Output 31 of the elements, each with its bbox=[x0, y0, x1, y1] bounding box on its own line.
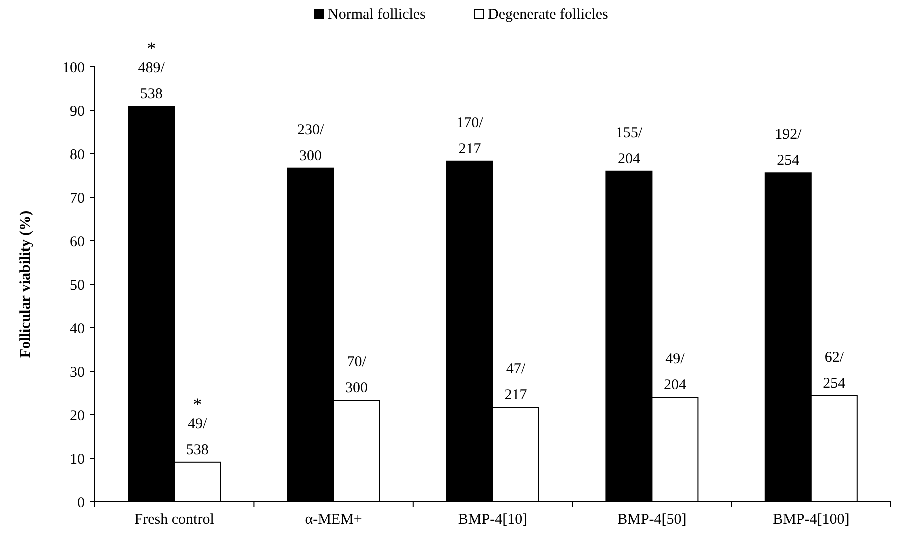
x-tick-label: α-MEM+ bbox=[305, 512, 362, 528]
y-axis-title: Follicular viability (%) bbox=[18, 210, 34, 358]
y-tick-label: 30 bbox=[70, 364, 85, 381]
y-tick-label: 70 bbox=[70, 190, 85, 207]
x-tick-label: BMP-4[100] bbox=[773, 512, 850, 528]
data-label: 49/204 bbox=[664, 352, 687, 394]
data-label: 230/300 bbox=[297, 122, 325, 164]
data-label: 62/254 bbox=[823, 350, 846, 392]
y-tick-label: 20 bbox=[70, 408, 85, 424]
y-tick-label: 0 bbox=[78, 495, 85, 512]
data-label: 155/204 bbox=[616, 125, 644, 168]
data-label: 170/217 bbox=[456, 115, 484, 158]
y-tick-label: 50 bbox=[70, 278, 85, 294]
y-tick-label: 90 bbox=[70, 104, 85, 120]
y-tick-label: 60 bbox=[70, 234, 85, 250]
annotation: * bbox=[147, 38, 156, 59]
annotation: * bbox=[193, 394, 202, 414]
data-label: 70/300 bbox=[346, 354, 368, 397]
data-label: 47/217 bbox=[504, 362, 528, 404]
x-tick-label: BMP-4[10] bbox=[458, 512, 528, 528]
data-label: 489/538 bbox=[138, 60, 166, 103]
y-tick-label: 100 bbox=[62, 60, 85, 76]
y-tick-label: 80 bbox=[70, 147, 85, 164]
x-tick-label: BMP-4[50] bbox=[618, 512, 687, 528]
data-label: 192/254 bbox=[775, 127, 803, 170]
data-label: 49/538 bbox=[186, 416, 209, 458]
y-tick-label: 40 bbox=[70, 321, 85, 338]
legend-label: Degenerate follicles bbox=[488, 7, 609, 23]
legend-label: Normal follicles bbox=[328, 7, 426, 23]
y-tick-label: 10 bbox=[70, 452, 85, 468]
x-tick-label: Fresh control bbox=[134, 512, 214, 528]
